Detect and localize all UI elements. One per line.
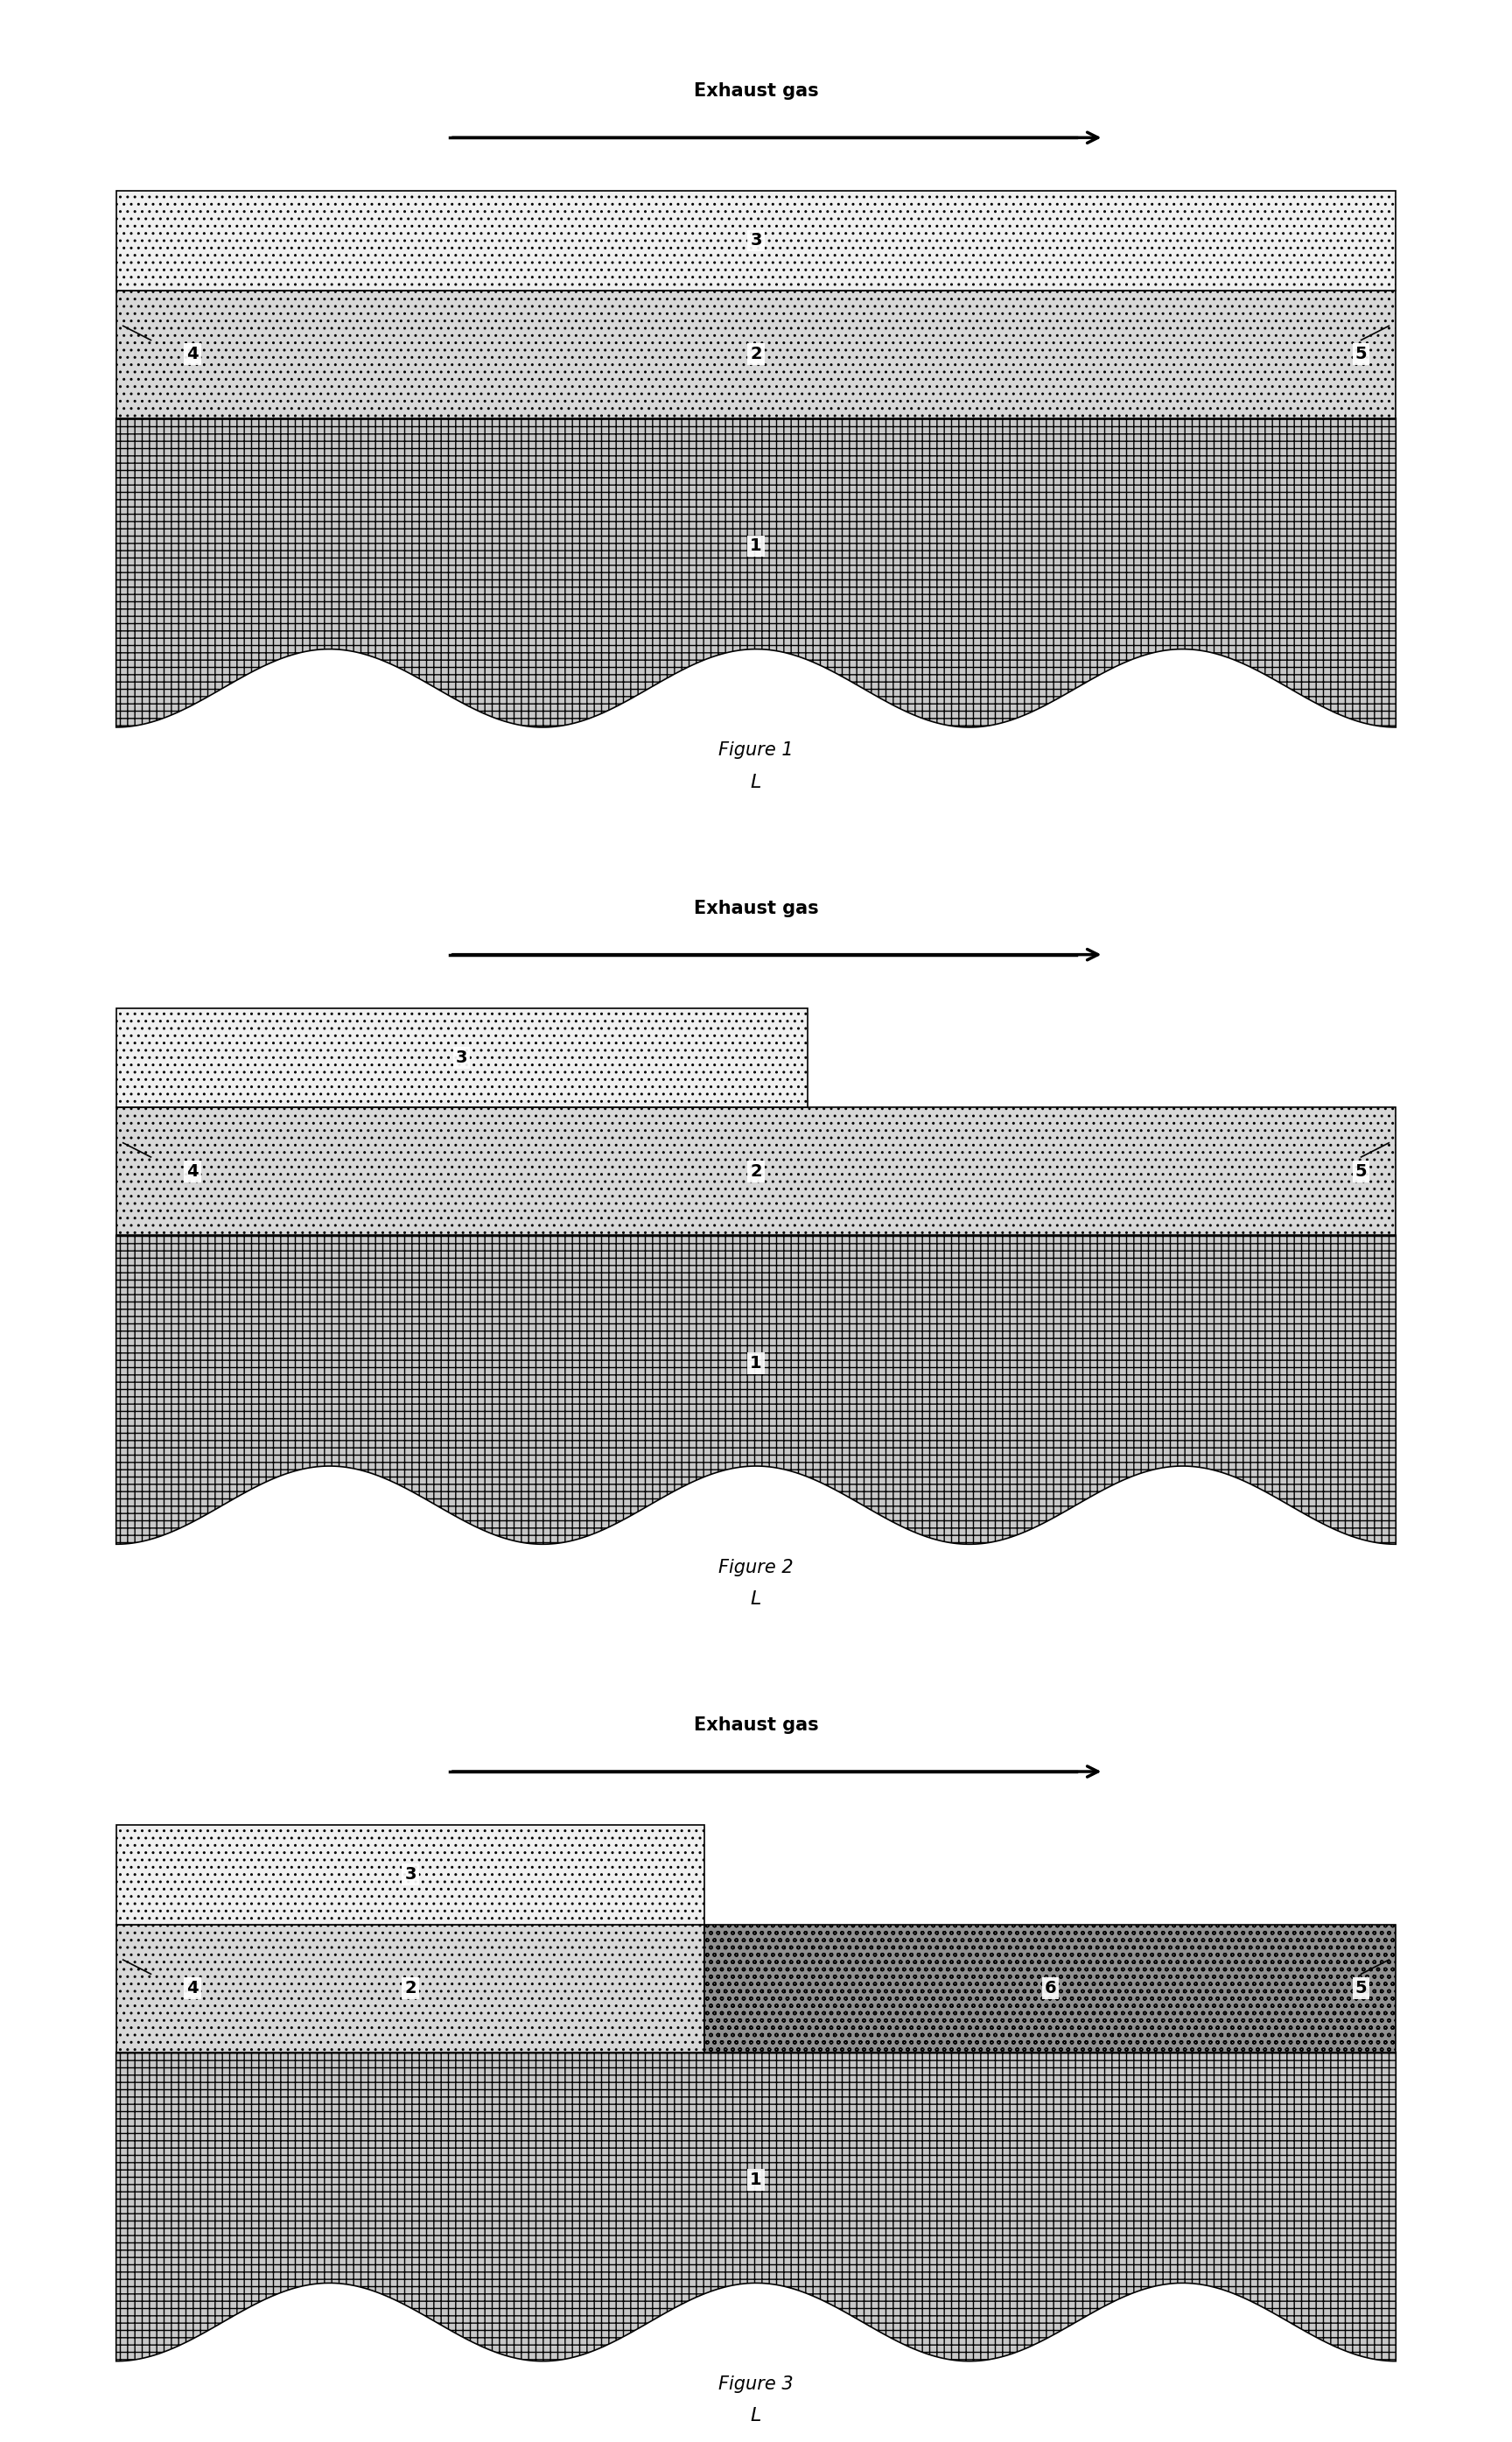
- Bar: [116, 1824, 705, 1924]
- Text: L: L: [750, 774, 762, 791]
- Text: 4: 4: [186, 347, 198, 361]
- Text: 3: 3: [750, 232, 762, 249]
- Text: Exhaust gas: Exhaust gas: [694, 83, 818, 100]
- Text: 5: 5: [1355, 347, 1367, 361]
- Text: L: L: [750, 2408, 762, 2425]
- Text: Figure 2: Figure 2: [718, 1558, 794, 1575]
- Text: 3: 3: [405, 1866, 416, 1883]
- Text: 1: 1: [750, 537, 762, 554]
- Text: 5: 5: [1355, 1980, 1367, 1998]
- Text: L: L: [750, 1590, 762, 1607]
- Text: 1: 1: [750, 2171, 762, 2188]
- Polygon shape: [116, 418, 1396, 728]
- Polygon shape: [116, 1236, 1396, 1543]
- Bar: [116, 291, 1396, 418]
- Text: Exhaust gas: Exhaust gas: [694, 1717, 818, 1734]
- Text: 5: 5: [1355, 1162, 1367, 1179]
- Text: 4: 4: [186, 1980, 198, 1998]
- Polygon shape: [116, 2051, 1396, 2361]
- Bar: [116, 1924, 705, 2051]
- Text: Figure 3: Figure 3: [718, 2376, 794, 2393]
- Text: 4: 4: [186, 1162, 198, 1179]
- Text: 2: 2: [750, 347, 762, 361]
- Text: 2: 2: [750, 1162, 762, 1179]
- Bar: [116, 190, 1396, 291]
- Text: 3: 3: [455, 1050, 467, 1065]
- Text: Exhaust gas: Exhaust gas: [694, 899, 818, 918]
- Text: Figure 1: Figure 1: [718, 742, 794, 759]
- Text: 6: 6: [1045, 1980, 1057, 1998]
- Bar: [116, 1106, 1396, 1236]
- Text: 2: 2: [405, 1980, 416, 1998]
- Text: 1: 1: [750, 1355, 762, 1372]
- Bar: [116, 1009, 807, 1106]
- Bar: [705, 1924, 1396, 2051]
